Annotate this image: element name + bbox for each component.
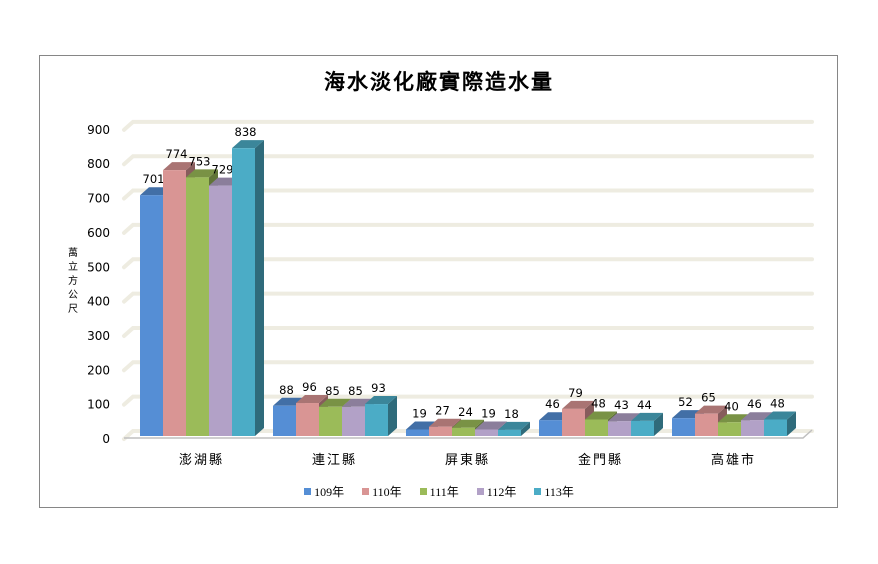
data-label: 52 [678, 395, 693, 409]
chart-legend: 109年 110年 111年 112年 113年 [0, 483, 878, 500]
data-label: 701 [143, 172, 165, 186]
data-label: 96 [302, 380, 317, 394]
chart-floor [124, 429, 813, 439]
svg-text:600: 600 [87, 226, 110, 240]
legend-item: 113年 [534, 483, 574, 500]
legend-label: 111年 [429, 485, 459, 499]
svg-text:100: 100 [87, 398, 110, 412]
svg-text:公: 公 [68, 290, 78, 301]
data-label: 19 [412, 406, 427, 420]
legend-label: 110年 [372, 485, 402, 499]
chart-title: 海水淡化廠實際造水量 [324, 69, 554, 94]
svg-text:200: 200 [87, 363, 110, 377]
bar: 44 [631, 398, 663, 436]
data-label: 838 [235, 125, 257, 139]
svg-text:900: 900 [87, 123, 110, 137]
legend-label: 112年 [486, 485, 517, 499]
legend-item: 110年 [362, 483, 402, 500]
data-label: 19 [481, 406, 496, 420]
data-label: 46 [747, 397, 762, 411]
bar: 48 [764, 397, 796, 436]
data-label: 729 [212, 163, 234, 177]
legend-swatch-icon [476, 488, 484, 495]
legend-item: 112年 [476, 483, 517, 500]
legend-swatch-icon [304, 488, 312, 495]
data-label: 88 [279, 383, 294, 397]
legend-label: 109年 [314, 485, 345, 499]
svg-text:萬: 萬 [68, 246, 78, 259]
data-label: 43 [614, 398, 629, 412]
svg-text:800: 800 [87, 157, 110, 171]
svg-text:500: 500 [87, 260, 110, 274]
data-label: 48 [770, 397, 785, 411]
data-label: 27 [435, 404, 450, 418]
legend-label: 113年 [544, 485, 574, 499]
data-label: 79 [568, 386, 583, 400]
svg-text:立: 立 [68, 260, 78, 273]
data-label: 40 [724, 399, 739, 413]
bar: 93 [365, 381, 397, 436]
category-label: 澎湖縣 [179, 453, 224, 468]
legend-swatch-icon [534, 488, 542, 495]
x-axis-categories: 澎湖縣 連江縣 屏東縣 金門縣 高雄市 [179, 452, 756, 468]
legend-swatch-icon [419, 488, 427, 495]
data-label: 24 [458, 405, 473, 419]
data-label: 18 [504, 407, 519, 421]
data-label: 46 [545, 397, 560, 411]
gridlines [122, 119, 814, 441]
svg-text:方: 方 [68, 274, 78, 287]
data-label: 65 [701, 391, 716, 405]
legend-item: 111年 [419, 483, 459, 500]
svg-text:700: 700 [87, 192, 110, 206]
category-label: 屏東縣 [445, 452, 490, 468]
y-axis-ticks: 0 100 200 300 400 500 600 700 800 900 [87, 123, 110, 446]
data-label: 85 [325, 384, 340, 398]
bar: 43 [608, 398, 640, 436]
svg-text:尺: 尺 [68, 303, 78, 315]
bar: 18 [498, 407, 530, 436]
data-label: 774 [166, 147, 188, 161]
data-label: 93 [371, 381, 386, 395]
svg-text:0: 0 [102, 432, 110, 446]
category-label: 高雄市 [711, 452, 756, 468]
svg-text:300: 300 [87, 329, 110, 343]
category-label: 金門縣 [578, 452, 623, 468]
svg-text:400: 400 [87, 295, 110, 309]
data-label: 85 [348, 384, 363, 398]
legend-swatch-icon [362, 488, 370, 495]
legend-item: 109年 [304, 483, 344, 500]
category-label: 連江縣 [312, 453, 357, 468]
data-label: 48 [591, 397, 606, 411]
data-label: 44 [637, 398, 652, 412]
data-label: 753 [189, 154, 211, 168]
bar: 838 [232, 125, 264, 436]
